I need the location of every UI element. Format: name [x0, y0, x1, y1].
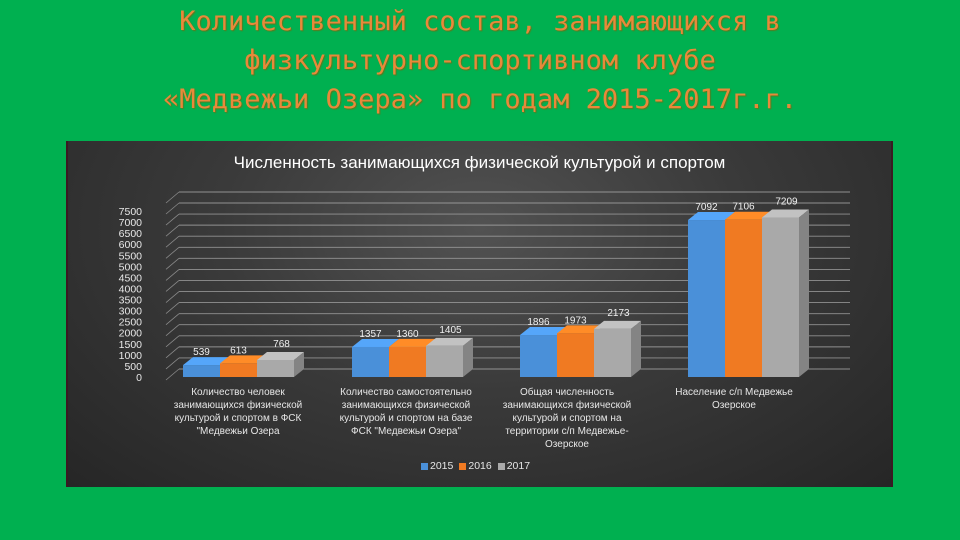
- data-label: 7106: [732, 202, 755, 213]
- bar-2017: [762, 217, 799, 377]
- depth-tick: [165, 235, 180, 248]
- depth-tick: [165, 302, 180, 314]
- data-label: 1357: [359, 329, 382, 340]
- data-label: 2173: [607, 308, 630, 319]
- bar-group: 7092 7106 7209: [688, 196, 809, 377]
- bar-2015: [352, 346, 389, 377]
- depth-tick: [165, 335, 180, 348]
- y-tick-label: 5000: [119, 261, 143, 273]
- chart-panel: Численность занимающихся физической куль…: [66, 141, 893, 487]
- depth-tick: [165, 346, 180, 359]
- y-tick-label: 7500: [119, 206, 143, 218]
- y-tick-label: 1500: [119, 339, 143, 351]
- legend-label: 2017: [506, 460, 531, 472]
- y-tick-label: 2500: [119, 317, 143, 329]
- legend-item-2015: 2015: [421, 460, 453, 472]
- depth-tick: [165, 246, 180, 259]
- category-label: Общая численность занимающихся физической…: [502, 387, 632, 450]
- depth-tick: [165, 313, 180, 325]
- bar-2015: [688, 220, 725, 377]
- slide-title-line-3: «Медвежьи Озера» по годам 2015-2017г.г.: [163, 84, 797, 115]
- data-label: 1360: [396, 329, 419, 340]
- bar-2017: [426, 345, 463, 377]
- slide-title: Количественный состав, занимающихся в фи…: [0, 2, 960, 119]
- category-label: Количество самостоятельно занимающихся фи…: [339, 387, 473, 437]
- y-tick-label: 3000: [119, 306, 143, 318]
- y-tick-label: 7000: [119, 217, 143, 229]
- y-tick-label: 0: [136, 372, 142, 384]
- data-label: 1896: [527, 317, 550, 328]
- depth-tick: [165, 357, 180, 370]
- depth-tick: [165, 324, 180, 337]
- legend-item-2017: 2017: [497, 460, 531, 472]
- y-tick-label: 4000: [119, 283, 143, 295]
- y-tick-label: 4500: [119, 272, 143, 284]
- bar-2017: [594, 328, 631, 377]
- y-tick-label: 6000: [119, 239, 143, 251]
- legend-swatch-icon: [459, 462, 467, 470]
- bar-group: 1896 1973 2173: [520, 308, 641, 377]
- data-label: 539: [193, 347, 210, 358]
- bar-group: 539 613 768: [183, 339, 304, 377]
- depth-tick: [165, 224, 180, 237]
- depth-tick: [165, 258, 180, 270]
- y-tick-label: 500: [124, 361, 142, 373]
- category-label: Население с/п Медвежье Озерское: [675, 387, 793, 411]
- slide-title-line-2: физкультурно-спортивном клубе: [244, 45, 716, 76]
- legend-swatch-icon: [421, 462, 428, 470]
- chart-legend: 2015 2016 2017: [421, 460, 530, 472]
- bar-2016: [389, 346, 426, 377]
- legend-label: 2016: [468, 460, 492, 472]
- chart-plot-area: 0500100015002000250030003500400045005000…: [119, 191, 850, 384]
- y-tick-label: 1000: [119, 350, 143, 362]
- y-tick-label: 2000: [119, 328, 143, 340]
- bar-2016: [220, 363, 257, 377]
- bar-group: 1357 1360 1405: [352, 325, 473, 377]
- data-label: 1405: [439, 325, 462, 336]
- chart-title: Численность занимающихся физической куль…: [233, 153, 726, 172]
- depth-tick: [165, 269, 180, 281]
- data-label: 613: [230, 345, 247, 356]
- depth-tick: [165, 291, 180, 303]
- bar-2015: [520, 335, 557, 377]
- bar-2016: [725, 219, 762, 377]
- bar-2017: [257, 360, 294, 377]
- legend-swatch-icon: [497, 462, 505, 470]
- bar-2015: [183, 365, 220, 377]
- legend-item-2016: 2016: [459, 460, 492, 472]
- y-tick-label: 6500: [119, 228, 143, 240]
- data-label: 7092: [695, 202, 718, 213]
- y-tick-label: 3500: [119, 295, 143, 307]
- data-label: 1973: [564, 315, 587, 326]
- data-label: 768: [273, 339, 290, 350]
- data-label: 7209: [775, 196, 798, 207]
- bar-2016: [557, 333, 594, 377]
- slide-title-line-1: Количественный состав, занимающихся в: [179, 6, 781, 37]
- depth-tick: [165, 202, 180, 215]
- depth-tick: [165, 213, 180, 226]
- depth-tick: [165, 280, 180, 292]
- category-label: Количество человек занимающихся физическо…: [173, 387, 303, 437]
- legend-label: 2015: [430, 460, 454, 472]
- depth-tick: [165, 368, 180, 381]
- y-tick-label: 5500: [119, 250, 143, 262]
